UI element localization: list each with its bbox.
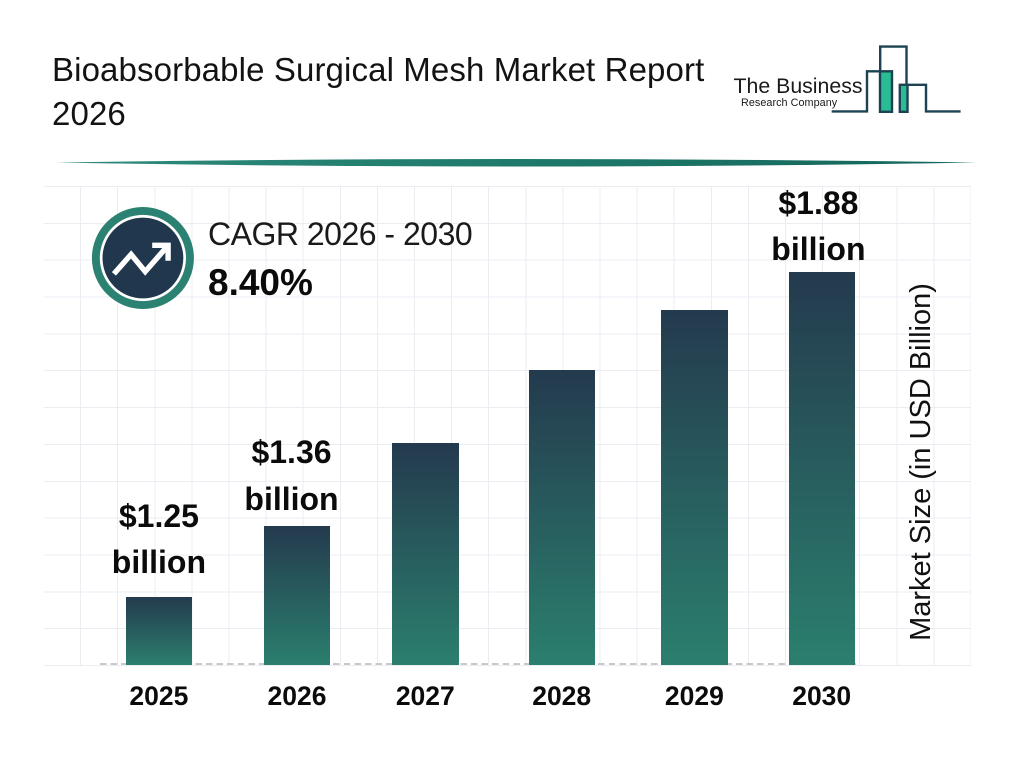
svg-text:The Business: The Business	[734, 74, 863, 98]
svg-text:Research Company: Research Company	[741, 97, 838, 109]
